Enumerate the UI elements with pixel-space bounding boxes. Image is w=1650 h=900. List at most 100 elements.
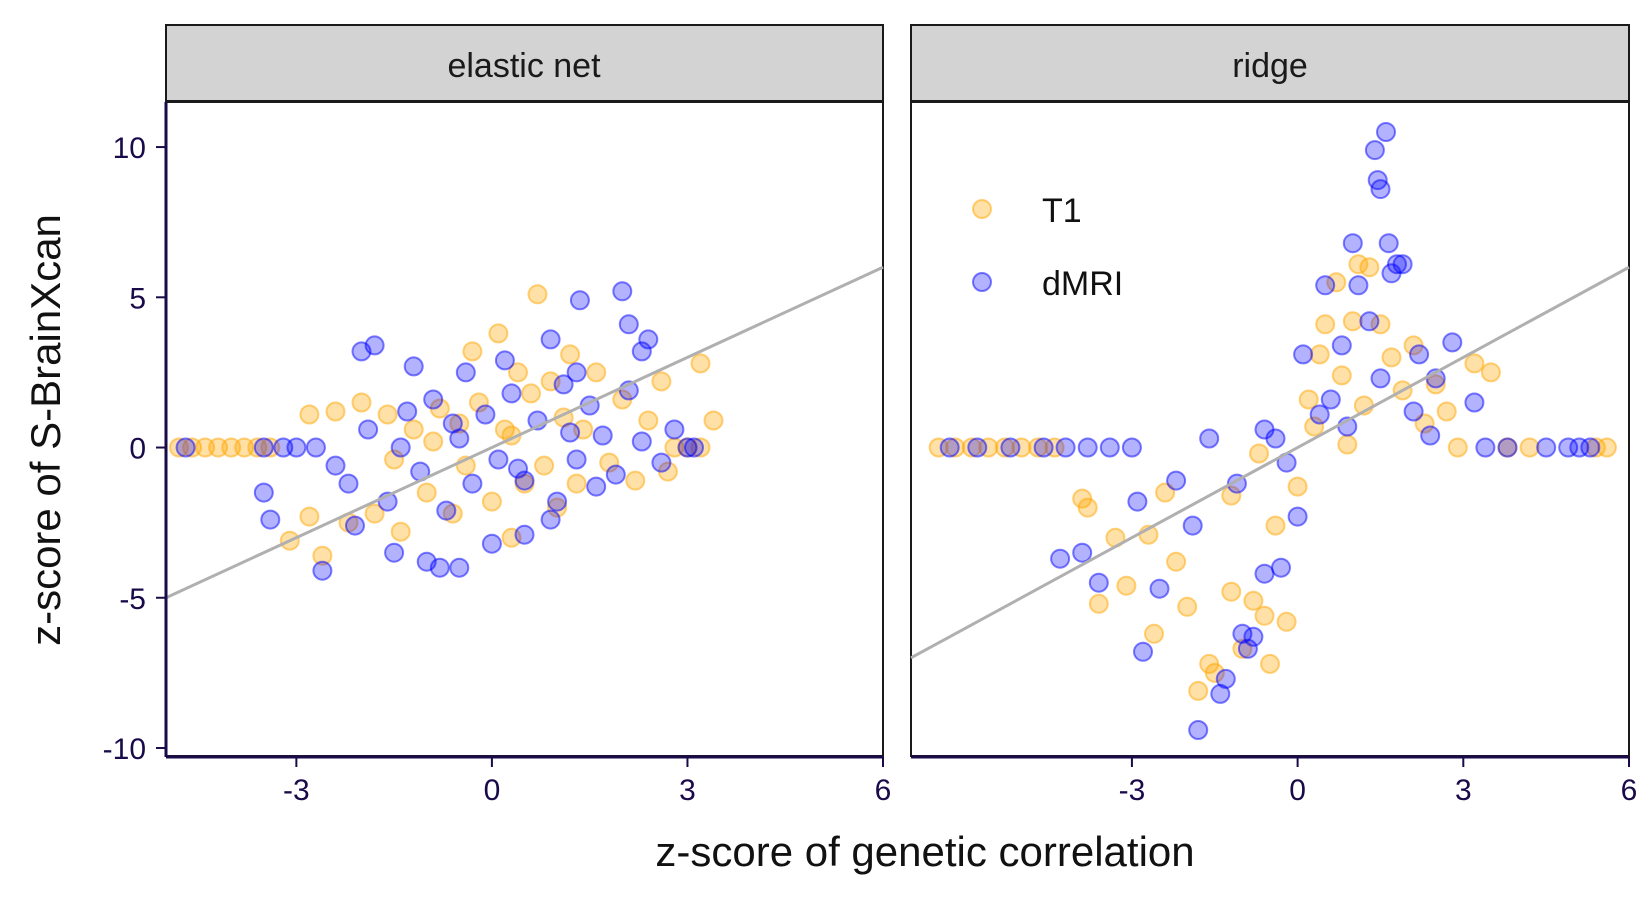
point-t1-23 — [1260, 653, 1280, 674]
point-dmri-48 — [566, 449, 587, 470]
point-dmri-41 — [1497, 437, 1518, 458]
point-t1-9 — [1077, 497, 1098, 518]
point-dmri-50 — [592, 425, 613, 446]
point-t1-15 — [1177, 596, 1198, 617]
point-t1-43 — [625, 470, 646, 491]
point-dmri-28 — [651, 452, 672, 473]
point-dmri-1 — [967, 437, 988, 458]
point-dmri-15 — [1215, 668, 1236, 689]
point-dmri-32 — [1378, 233, 1399, 254]
point-dmri-26 — [1348, 275, 1369, 296]
point-dmri-45 — [1580, 437, 1601, 458]
point-dmri-22 — [569, 290, 590, 311]
x-tick-label: 0 — [484, 774, 501, 807]
point-t1-22 — [1254, 605, 1275, 626]
plot-area-elastic-net — [165, 101, 884, 757]
y-axis-title: z-score of S-BrainXcan — [22, 214, 69, 646]
point-dmri-44 — [1569, 437, 1590, 458]
point-dmri-55 — [1182, 515, 1203, 536]
point-t1-10 — [312, 545, 333, 566]
point-dmri-18 — [514, 524, 535, 545]
y-tick-label: -10 — [103, 733, 146, 766]
point-t1-53 — [423, 431, 444, 452]
point-dmri-6 — [260, 509, 281, 530]
point-t1-50 — [1249, 443, 1269, 464]
point-dmri-19 — [1254, 563, 1275, 584]
point-t1-29 — [508, 362, 528, 383]
y-tick-label: 10 — [113, 132, 146, 165]
point-dmri-37 — [423, 389, 444, 410]
legend-label-dmri: dMRI — [1042, 265, 1123, 303]
point-t1-4 — [994, 437, 1015, 458]
point-t1-31 — [1331, 365, 1352, 386]
point-t1-24 — [1265, 515, 1286, 536]
point-t1-15 — [364, 503, 385, 524]
point-t1-18 — [403, 419, 424, 440]
point-t1-33 — [534, 455, 555, 476]
point-t1-49 — [1221, 485, 1242, 506]
point-t1-21 — [1243, 590, 1264, 611]
point-t1-44 — [638, 410, 659, 431]
point-dmri-24 — [1331, 335, 1352, 356]
point-dmri-11 — [403, 356, 424, 377]
point-dmri-25 — [618, 314, 639, 335]
point-dmri-31 — [1376, 122, 1396, 142]
point-dmri-38 — [436, 500, 457, 521]
point-t1-18 — [1204, 662, 1225, 683]
point-t1-17 — [390, 521, 411, 542]
y-tick-label: 5 — [129, 282, 146, 315]
point-dmri-59 — [1127, 491, 1148, 512]
point-dmri-41 — [475, 404, 496, 425]
point-t1-6 — [1028, 437, 1048, 458]
point-dmri-32 — [338, 473, 359, 494]
legend-label-t1: T1 — [1042, 192, 1082, 230]
point-dmri-15 — [455, 362, 476, 383]
point-dmri-8 — [1050, 548, 1071, 569]
point-dmri-5 — [1077, 437, 1098, 458]
point-t1-36 — [1381, 347, 1402, 368]
point-dmri-43 — [501, 383, 522, 404]
point-dmri-35 — [1392, 254, 1413, 275]
x-tick-label: 6 — [1621, 774, 1638, 807]
point-dmri-24 — [612, 281, 633, 302]
point-dmri-34 — [1387, 254, 1407, 275]
point-dmri-13 — [429, 557, 450, 578]
fit-line — [165, 265, 884, 600]
point-t1-14 — [1166, 551, 1187, 572]
point-t1-50 — [690, 353, 711, 374]
ticks-elastic-net: -3 0 3 6 -10 -5 0 5 10 — [103, 132, 892, 807]
point-t1-16 — [1188, 680, 1209, 701]
point-t1-3 — [978, 437, 999, 458]
marks-ridge — [910, 122, 1630, 740]
point-t1-9 — [299, 506, 320, 527]
y-tick-label: -5 — [119, 583, 146, 616]
x-tick-label: -3 — [1119, 774, 1146, 807]
point-t1-48 — [1596, 437, 1617, 458]
point-t1-40 — [586, 362, 607, 383]
panel-elastic-net: elastic net -3 0 3 6 -10 -5 0 5 10 — [103, 24, 892, 807]
point-t1-54 — [1116, 575, 1137, 596]
point-t1-0 — [928, 437, 949, 458]
point-dmri-51 — [1309, 404, 1330, 425]
point-t1-14 — [351, 392, 372, 413]
point-dmri-4 — [1055, 437, 1076, 458]
point-dmri-40 — [462, 473, 483, 494]
point-t1-40 — [1425, 374, 1446, 395]
point-dmri-54 — [390, 437, 411, 458]
point-t1-45 — [651, 371, 672, 392]
point-t1-10 — [1088, 593, 1109, 614]
point-t1-23 — [462, 341, 483, 362]
point-t1-27 — [1298, 389, 1319, 410]
point-t1-12 — [1144, 623, 1164, 644]
point-dmri-28 — [1364, 140, 1385, 161]
point-dmri-0 — [939, 437, 960, 458]
point-t1-52 — [384, 449, 405, 470]
point-dmri-1 — [253, 437, 274, 458]
point-dmri-16 — [481, 533, 502, 554]
point-dmri-6 — [1099, 437, 1120, 458]
point-t1-7 — [1044, 437, 1065, 458]
point-dmri-9 — [364, 335, 385, 356]
point-t1-44 — [1480, 362, 1501, 383]
marks-elastic-net — [165, 265, 884, 600]
point-dmri-58 — [1420, 425, 1441, 446]
